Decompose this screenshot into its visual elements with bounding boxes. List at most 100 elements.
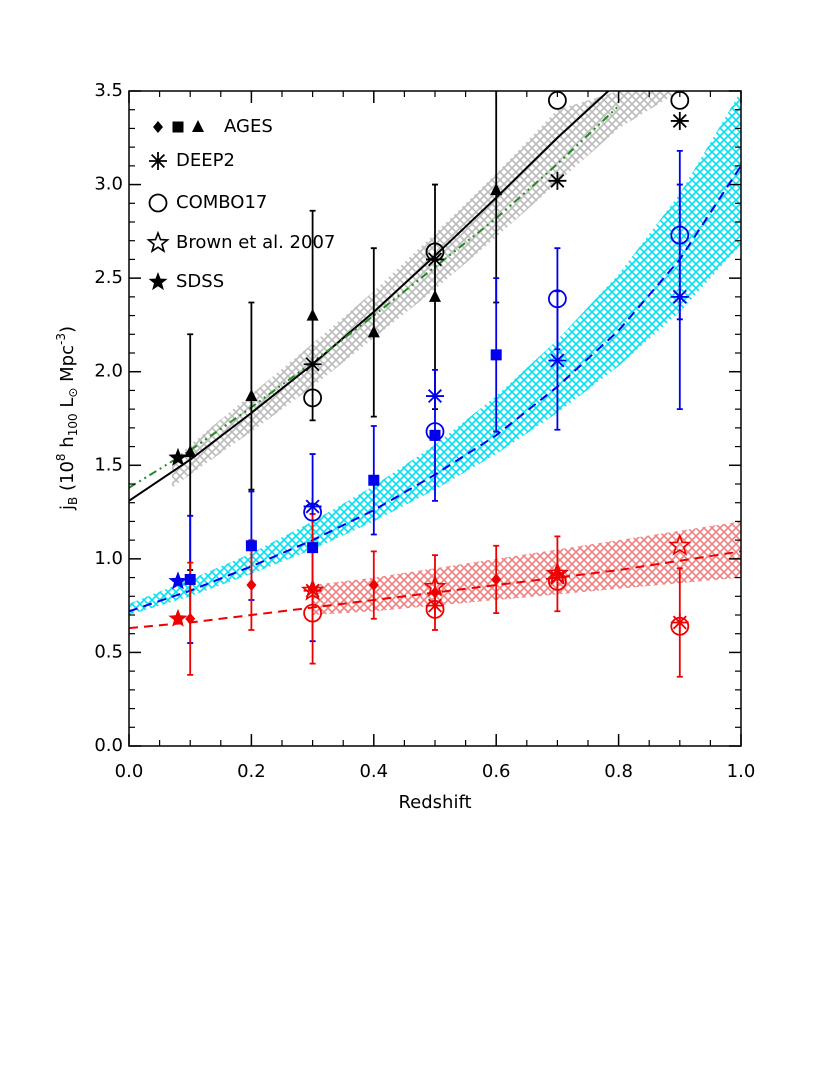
marker-shape — [429, 289, 441, 302]
marker-triangle — [306, 308, 319, 321]
y-axis-title-part: ⊙ — [66, 388, 80, 398]
marker-shape — [172, 121, 184, 133]
y-tick-label: 1.0 — [94, 548, 123, 569]
marker-shape — [185, 612, 196, 625]
x-tick-label: 0.0 — [115, 761, 144, 782]
x-tick-label: 0.4 — [359, 761, 388, 782]
legend-marker — [192, 120, 204, 132]
marker-shape — [245, 540, 257, 552]
marker-diamond — [491, 573, 502, 586]
marker-circle — [548, 571, 567, 591]
marker-shape — [303, 502, 323, 522]
marker-shape — [490, 183, 503, 196]
marker-shape — [550, 353, 565, 368]
marker-star — [168, 571, 188, 590]
marker-asterisk — [670, 287, 689, 306]
marker-shape — [425, 422, 445, 442]
x-tick-label: 0.2 — [237, 761, 266, 782]
plot-area — [129, 91, 741, 678]
marker-shape — [305, 499, 320, 514]
marker-shape — [148, 272, 168, 291]
y-tick-label: 3.5 — [94, 80, 123, 101]
legend-marker — [148, 272, 168, 291]
marker-shape — [425, 242, 445, 262]
marker-shape — [368, 579, 379, 592]
legend-marker — [153, 121, 163, 133]
marker-shape — [670, 225, 690, 245]
y-tick-label: 2.0 — [94, 361, 123, 382]
y-axis-title-part: j — [57, 505, 78, 511]
y-axis-title-part: L — [57, 398, 78, 414]
marker-shape — [368, 474, 380, 486]
marker-shape — [146, 230, 170, 253]
marker-shape — [367, 325, 380, 338]
marker-shape — [550, 173, 565, 188]
marker-asterisk — [548, 351, 567, 370]
marker-asterisk — [303, 355, 322, 374]
marker-triangle — [367, 325, 380, 338]
legend-label: Brown et al. 2007 — [176, 232, 335, 253]
marker-circle — [303, 388, 323, 408]
x-tick-label: 1.0 — [727, 761, 756, 782]
marker-shape — [168, 447, 188, 466]
marker-square — [429, 429, 441, 441]
marker-shape — [245, 389, 258, 402]
y-tick-label: 2.5 — [94, 267, 123, 288]
marker-square — [368, 474, 380, 486]
marker-triangle — [490, 183, 503, 196]
uncertainty-band — [312, 521, 741, 615]
marker-shape — [300, 578, 325, 601]
marker-circle — [425, 422, 445, 442]
marker-diamond — [185, 612, 196, 625]
marker-shape — [425, 599, 445, 619]
marker-triangle — [245, 389, 258, 402]
marker-shape — [168, 608, 188, 627]
marker-shape — [150, 153, 166, 169]
marker-square — [245, 540, 257, 552]
marker-shape — [305, 357, 320, 372]
legend-marker — [149, 152, 167, 170]
x-tick-label: 0.8 — [604, 761, 633, 782]
marker-shape — [153, 121, 163, 133]
marker-shape — [491, 573, 502, 586]
y-axis-title: jB (108 h100 L⊙ Mpc-3) — [54, 326, 80, 511]
marker-asterisk — [670, 111, 689, 130]
legend-label: AGES — [224, 116, 273, 137]
legend-marker — [146, 230, 170, 253]
legend-label: DEEP2 — [176, 150, 235, 171]
marker-shape — [427, 389, 443, 404]
marker-circle — [670, 616, 690, 636]
marker-asterisk — [426, 387, 444, 406]
y-tick-label: 0.0 — [94, 735, 123, 756]
marker-circle — [425, 242, 445, 262]
marker-triangle — [184, 445, 197, 458]
y-tick-label: 0.5 — [94, 641, 123, 662]
marker-shape — [548, 289, 567, 309]
marker-shape — [668, 533, 692, 556]
marker-shape — [427, 252, 443, 267]
y-axis-title-part: 100 — [66, 413, 80, 436]
marker-circle — [548, 289, 567, 309]
marker-shape — [430, 586, 440, 599]
fit-line — [129, 105, 620, 489]
marker-openstar — [300, 578, 325, 601]
marker-shape — [672, 113, 687, 128]
marker-square — [307, 542, 319, 554]
marker-shape — [168, 571, 188, 590]
legend-marker — [148, 193, 168, 213]
y-axis-title-part: h — [57, 436, 78, 453]
marker-shape — [306, 308, 319, 321]
marker-shape — [246, 579, 257, 592]
marker-circle — [303, 502, 323, 522]
marker-openstar — [545, 561, 570, 584]
error-bar — [554, 247, 561, 351]
marker-asterisk — [426, 596, 444, 615]
x-tick-label: 0.6 — [482, 761, 511, 782]
marker-asterisk — [670, 613, 689, 632]
y-axis-title-part: -3 — [54, 333, 68, 345]
y-axis-title-part: (10 — [57, 461, 78, 497]
marker-shape — [303, 603, 323, 623]
marker-asterisk — [426, 250, 444, 269]
